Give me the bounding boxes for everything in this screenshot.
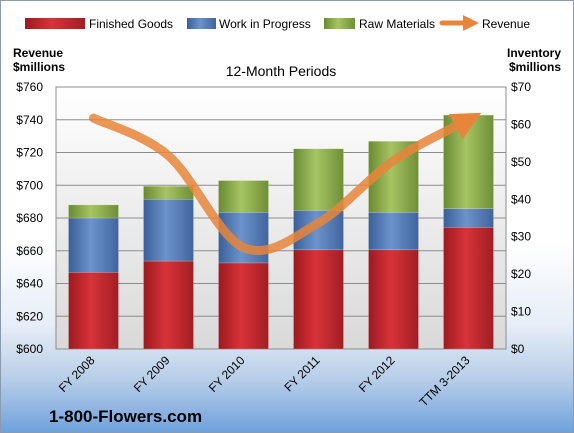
left-tick-label: $660 bbox=[16, 244, 43, 258]
right-tick-label: $20 bbox=[511, 267, 531, 281]
category-label: FY 2012 bbox=[356, 353, 398, 395]
left-tick-label: $760 bbox=[16, 80, 43, 94]
legend-item-revenue: Revenue bbox=[439, 14, 530, 32]
legend-item-raw-materials: Raw Materials bbox=[324, 17, 435, 31]
legend-label: Revenue bbox=[482, 17, 530, 31]
bar-work-in-progress bbox=[143, 199, 194, 262]
category-label: FY 2009 bbox=[131, 353, 173, 395]
bar-raw-materials bbox=[218, 180, 269, 213]
legend-swatch bbox=[187, 18, 216, 29]
legend-label: Work in Progress bbox=[219, 17, 311, 31]
chart-title: 12-Month Periods bbox=[226, 63, 337, 79]
legend-item-finished-goods: Finished Goods bbox=[25, 17, 173, 31]
revenue-line bbox=[89, 112, 482, 256]
brand-label: 1-800-Flowers.com bbox=[49, 407, 202, 426]
bar-finished-goods bbox=[368, 249, 419, 350]
right-axis-ticks: $0 $10 $20 $30 $40 $50 $60 $70 bbox=[511, 80, 531, 356]
category-labels: FY 2008 FY 2009 FY 2010 FY 2011 FY 2012 TTM 3… bbox=[56, 353, 473, 409]
legend: Finished Goods Work in Progress Raw Mate… bbox=[25, 14, 530, 32]
category-label: TTM 3-2013 bbox=[417, 353, 473, 409]
legend-item-work-in-progress: Work in Progress bbox=[187, 17, 311, 31]
legend-label: Raw Materials bbox=[359, 17, 435, 31]
right-tick-label: $70 bbox=[511, 80, 531, 94]
right-axis-title-line1: Inventory bbox=[507, 46, 561, 60]
left-tick-label: $620 bbox=[16, 309, 43, 323]
legend-label: Finished Goods bbox=[89, 17, 173, 31]
bar-finished-goods bbox=[293, 249, 344, 350]
bar-raw-materials bbox=[68, 204, 119, 219]
legend-swatch bbox=[25, 18, 85, 29]
category-label: FY 2008 bbox=[56, 353, 98, 395]
bar-work-in-progress bbox=[443, 208, 494, 228]
left-tick-label: $600 bbox=[16, 342, 43, 356]
right-tick-label: $50 bbox=[511, 155, 531, 169]
plot-border bbox=[55, 86, 507, 350]
revenue-line-path bbox=[89, 112, 482, 256]
bar-raw-materials bbox=[143, 185, 194, 200]
left-tick-label: $740 bbox=[16, 113, 43, 127]
category-label: FY 2011 bbox=[281, 353, 322, 394]
left-tick-label: $640 bbox=[16, 277, 43, 291]
bar-finished-goods bbox=[218, 262, 269, 350]
left-tick-label: $680 bbox=[16, 211, 43, 225]
bar-finished-goods bbox=[68, 272, 119, 350]
bar-raw-materials bbox=[293, 148, 344, 211]
bar-work-in-progress bbox=[368, 212, 419, 251]
grid-lines bbox=[55, 86, 507, 350]
bar-finished-goods bbox=[143, 260, 194, 350]
right-tick-label: $0 bbox=[511, 342, 525, 356]
left-axis-title-line1: Revenue bbox=[13, 46, 63, 60]
left-axis-ticks: $600 $620 $640 $660 $680 $700 $720 $740 $760 bbox=[16, 80, 43, 356]
left-axis-title-line2: $millions bbox=[13, 60, 65, 74]
bar-finished-goods bbox=[443, 227, 494, 350]
right-tick-label: $60 bbox=[511, 117, 531, 131]
right-tick-label: $40 bbox=[511, 192, 531, 206]
right-tick-label: $30 bbox=[511, 230, 531, 244]
left-tick-label: $720 bbox=[16, 146, 43, 160]
legend-swatch bbox=[324, 18, 355, 29]
right-axis-title-line2: $millions bbox=[509, 60, 561, 74]
bar-work-in-progress bbox=[68, 217, 119, 273]
category-label: FY 2010 bbox=[206, 353, 248, 395]
right-tick-label: $10 bbox=[511, 305, 531, 319]
left-tick-label: $700 bbox=[16, 178, 43, 192]
